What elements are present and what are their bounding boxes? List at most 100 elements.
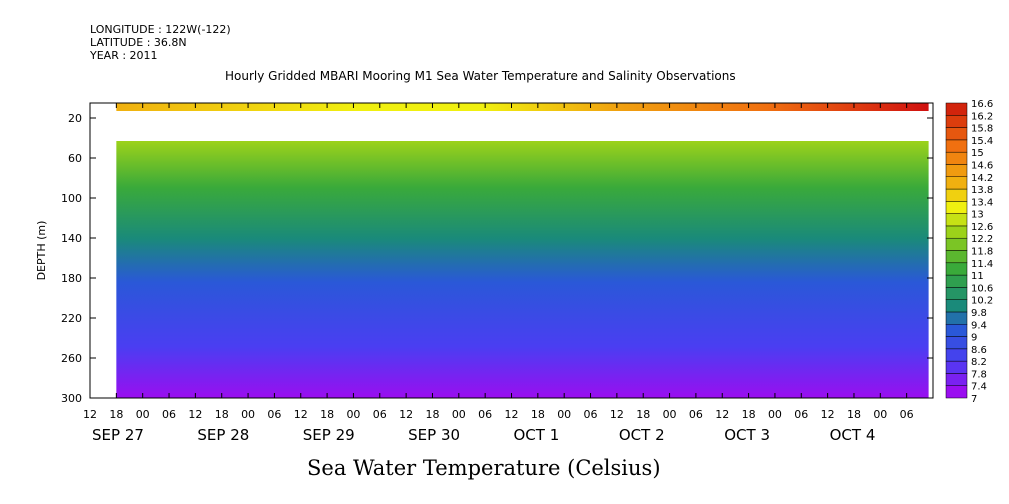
colorbar-label: 10.6 bbox=[971, 283, 993, 294]
y-tick-label: 20 bbox=[68, 112, 82, 125]
year-label: YEAR : 2011 bbox=[90, 49, 158, 62]
colorbar-swatch bbox=[945, 373, 968, 386]
x-day-label: OCT 3 bbox=[724, 426, 770, 444]
x-hour-label: 06 bbox=[162, 408, 176, 421]
x-day-label: SEP 30 bbox=[408, 426, 460, 444]
colorbar-swatch bbox=[945, 188, 968, 202]
x-axis-title: Sea Water Temperature (Celsius) bbox=[307, 456, 661, 480]
y-tick-label: 100 bbox=[61, 192, 82, 205]
colorbar-swatch bbox=[945, 127, 968, 141]
colorbar-swatch bbox=[945, 139, 968, 153]
colorbar-swatch bbox=[945, 311, 968, 325]
x-hour-label: 06 bbox=[373, 408, 387, 421]
y-tick-label: 300 bbox=[61, 392, 82, 405]
colorbar-swatch bbox=[945, 250, 968, 264]
colorbar-swatch bbox=[945, 213, 968, 227]
latitude-label: LATITUDE : 36.8N bbox=[90, 36, 187, 49]
colorbar-label: 16.2 bbox=[971, 111, 993, 122]
x-hour-label: 12 bbox=[505, 408, 519, 421]
colorbar-label: 8.2 bbox=[971, 357, 987, 368]
x-hour-label: 12 bbox=[821, 408, 835, 421]
x-day-label: SEP 28 bbox=[197, 426, 249, 444]
x-hour-label: 00 bbox=[136, 408, 150, 421]
colorbar-label: 15.8 bbox=[971, 124, 993, 135]
colorbar-label: 7.4 bbox=[971, 382, 987, 393]
colorbar-label: 12.2 bbox=[971, 234, 993, 245]
colorbar-swatch bbox=[945, 225, 968, 239]
colorbar-label: 13 bbox=[971, 210, 984, 221]
colorbar-label: 13.4 bbox=[971, 197, 993, 208]
x-hour-label: 06 bbox=[689, 408, 703, 421]
x-hour-label: 18 bbox=[742, 408, 756, 421]
x-hour-label: 12 bbox=[610, 408, 624, 421]
surface-temperature-band bbox=[116, 103, 929, 111]
colorbar-swatch bbox=[945, 360, 968, 374]
colorbar-swatch bbox=[945, 115, 968, 128]
colorbar-label: 7.8 bbox=[971, 369, 987, 380]
colorbar-swatch bbox=[945, 385, 968, 399]
y-tick-label: 180 bbox=[61, 272, 82, 285]
x-hour-label: 12 bbox=[294, 408, 308, 421]
colorbar-swatch bbox=[945, 287, 968, 300]
x-hour-label: 00 bbox=[557, 408, 571, 421]
x-hour-label: 12 bbox=[83, 408, 97, 421]
y-tick-label: 260 bbox=[61, 352, 82, 365]
colorbar-label: 11.8 bbox=[971, 247, 993, 258]
longitude-label: LONGITUDE : 122W(-122) bbox=[90, 23, 231, 36]
x-hour-label: 00 bbox=[873, 408, 887, 421]
x-hour-label: 18 bbox=[636, 408, 650, 421]
y-tick-label: 220 bbox=[61, 312, 82, 325]
x-hour-label: 12 bbox=[188, 408, 202, 421]
x-hour-label: 18 bbox=[531, 408, 545, 421]
colorbar-swatch bbox=[945, 324, 968, 337]
colorbar-swatch bbox=[945, 102, 968, 116]
x-hour-label: 12 bbox=[715, 408, 729, 421]
x-hour-label: 18 bbox=[847, 408, 861, 421]
x-hour-label: 18 bbox=[320, 408, 334, 421]
chart-title: Hourly Gridded MBARI Mooring M1 Sea Wate… bbox=[225, 69, 736, 83]
colorbar-label: 13.8 bbox=[971, 185, 993, 196]
x-day-label: OCT 2 bbox=[619, 426, 665, 444]
colorbar-label: 16.6 bbox=[971, 99, 993, 110]
colorbar-label: 9.8 bbox=[971, 308, 987, 319]
colorbar-label: 15 bbox=[971, 148, 984, 159]
colorbar-label: 11 bbox=[971, 271, 984, 282]
colorbar-swatch bbox=[945, 201, 968, 214]
colorbar-label: 15.4 bbox=[971, 136, 993, 147]
y-tick-label: 60 bbox=[68, 152, 82, 165]
colorbar-label: 9.4 bbox=[971, 320, 987, 331]
x-day-label: OCT 4 bbox=[830, 426, 876, 444]
x-day-label: SEP 27 bbox=[92, 426, 144, 444]
x-hour-label: 00 bbox=[663, 408, 677, 421]
x-hour-label: 06 bbox=[478, 408, 492, 421]
x-hour-label: 06 bbox=[900, 408, 914, 421]
colorbar-label: 14.2 bbox=[971, 173, 993, 184]
x-hour-label: 12 bbox=[399, 408, 413, 421]
colorbar-swatch bbox=[945, 336, 968, 350]
colorbar-label: 8.6 bbox=[971, 345, 987, 356]
y-tick-label: 140 bbox=[61, 232, 82, 245]
colorbar-label: 11.4 bbox=[971, 259, 993, 270]
colorbar-swatch bbox=[945, 299, 968, 313]
colorbar-swatch bbox=[945, 176, 968, 190]
x-hour-label: 00 bbox=[241, 408, 255, 421]
colorbar-swatch bbox=[945, 164, 968, 177]
colorbar-swatch bbox=[945, 262, 968, 276]
temperature-field bbox=[116, 141, 929, 398]
x-hour-label: 18 bbox=[215, 408, 229, 421]
colorbar-swatch bbox=[945, 151, 968, 165]
x-hour-label: 00 bbox=[452, 408, 466, 421]
x-day-label: SEP 29 bbox=[303, 426, 355, 444]
plot-area: 20 60 100 140 180 220 260 300 DEPTH (m) 12 18 00 06 1… bbox=[35, 102, 934, 444]
x-day-label: OCT 1 bbox=[514, 426, 560, 444]
colorbar-swatch bbox=[945, 274, 968, 288]
x-hour-label: 00 bbox=[346, 408, 360, 421]
colorbar-label: 7 bbox=[971, 394, 977, 405]
y-axis-title: DEPTH (m) bbox=[35, 221, 48, 281]
x-hour-label: 06 bbox=[584, 408, 598, 421]
colorbar-label: 12.6 bbox=[971, 222, 993, 233]
colorbar-label: 14.6 bbox=[971, 160, 993, 171]
x-hour-label: 06 bbox=[794, 408, 808, 421]
